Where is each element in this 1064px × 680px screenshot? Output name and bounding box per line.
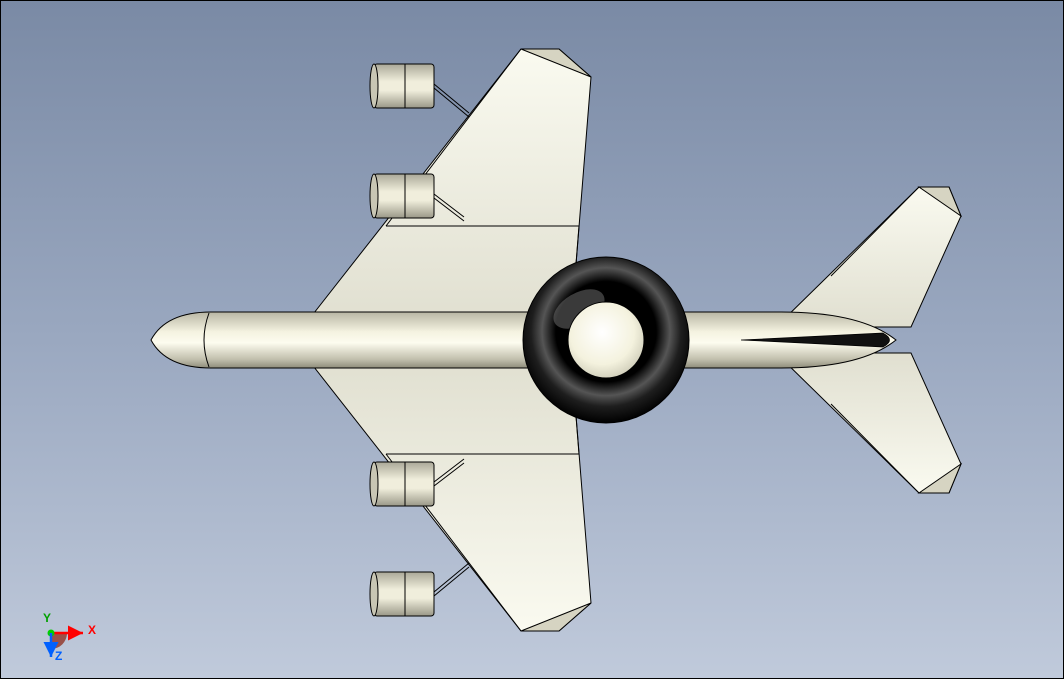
axis-x-label: X xyxy=(88,623,96,637)
engine-4[interactable] xyxy=(370,572,434,616)
model-canvas[interactable] xyxy=(1,1,1064,680)
cad-3d-viewport[interactable]: X Y Z xyxy=(0,0,1064,679)
axis-z-label: Z xyxy=(55,649,62,663)
radome[interactable] xyxy=(523,257,689,423)
engine-2[interactable] xyxy=(370,174,434,218)
tailplane-starboard[interactable] xyxy=(776,353,961,493)
engine-1[interactable] xyxy=(370,64,434,108)
engine-3[interactable] xyxy=(370,462,434,506)
view-triad[interactable]: X Y Z xyxy=(33,593,103,663)
axis-y-label: Y xyxy=(43,611,51,625)
tailplane-port[interactable] xyxy=(776,187,961,327)
